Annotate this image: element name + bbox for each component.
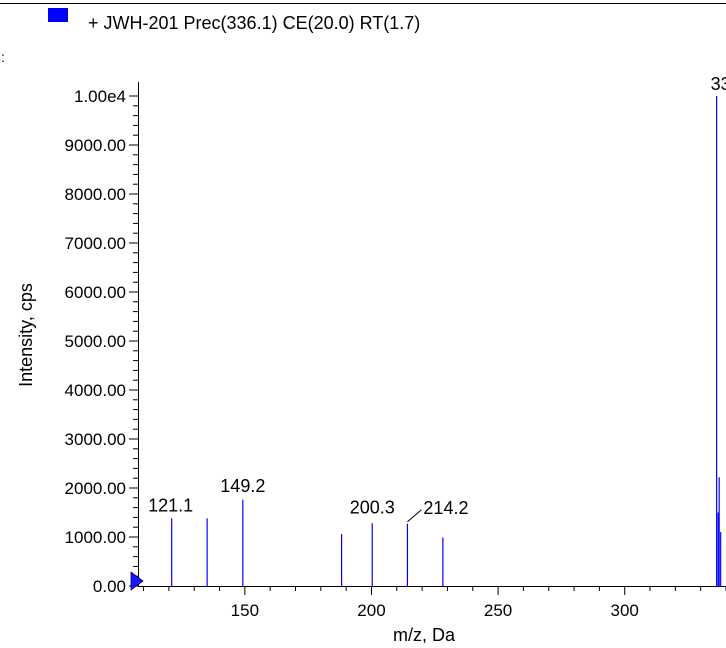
x-axis-title: m/z, Da — [393, 625, 456, 643]
y-ticks: 0.00 1000.00 2000.00 3000.00 4000.00 5000.00 6… — [65, 87, 139, 596]
y-tick-label: 3000.00 — [65, 430, 126, 449]
peak-label: 336.3 — [711, 74, 726, 94]
peaks — [171, 96, 722, 586]
y-tick-label: 1.00e4 — [74, 87, 126, 106]
y-axis-title: Intensity, cps — [16, 283, 36, 387]
corner-glyph: : — [1, 49, 5, 65]
x-tick-label: 250 — [484, 601, 512, 620]
zero-marker — [130, 571, 144, 591]
x-tick-label: 300 — [611, 601, 639, 620]
y-tick-label: 7000.00 — [65, 234, 126, 253]
y-tick-label: 2000.00 — [65, 479, 126, 498]
legend-text: + JWH-201 Prec(336.1) CE(20.0) RT(1.7) — [88, 13, 420, 33]
peak-label: 214.2 — [423, 498, 468, 518]
y-tick-label: 0.00 — [93, 577, 126, 596]
y-tick-label: 6000.00 — [65, 283, 126, 302]
x-tick-label: 200 — [357, 601, 385, 620]
y-tick-label: 1000.00 — [65, 528, 126, 547]
peak-label: 200.3 — [350, 497, 395, 517]
x-ticks: 150 200 250 300 — [231, 586, 639, 620]
peak-label-leader — [407, 509, 422, 523]
x-tick-label: 150 — [231, 601, 259, 620]
peak-labels: 121.1 149.2 200.3 214.2 336.3 — [148, 74, 726, 523]
y-tick-label: 8000.00 — [65, 185, 126, 204]
peak-label: 149.2 — [220, 476, 265, 496]
legend-swatch — [48, 8, 68, 22]
peak-label: 121.1 — [148, 495, 193, 515]
y-tick-label: 9000.00 — [65, 136, 126, 155]
x-minor-ticks — [143, 586, 726, 591]
y-minor-ticks — [133, 105, 139, 577]
y-tick-label: 4000.00 — [65, 381, 126, 400]
y-tick-label: 5000.00 — [65, 332, 126, 351]
